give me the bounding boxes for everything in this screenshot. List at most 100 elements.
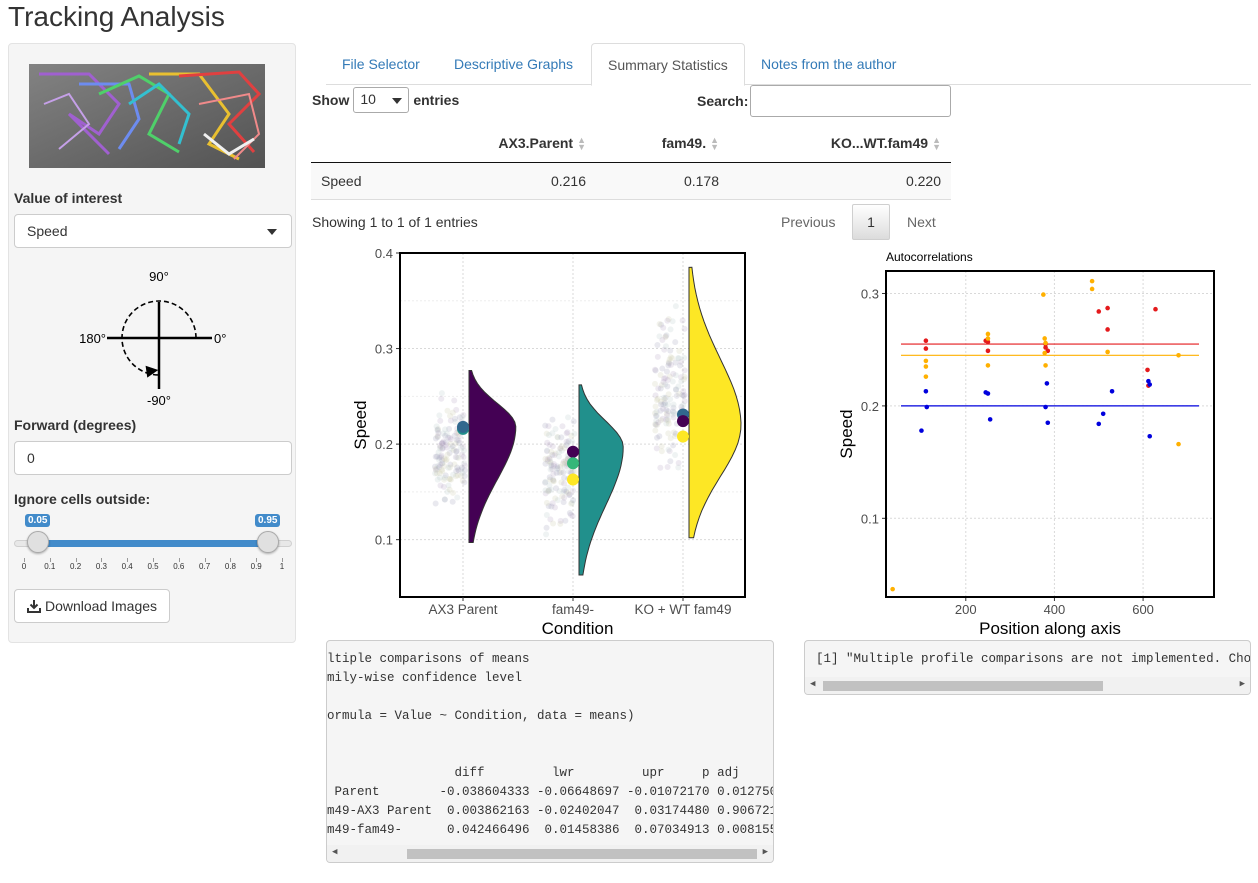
data-point — [666, 448, 673, 455]
data-point — [554, 497, 561, 504]
data-point — [985, 339, 991, 345]
table-header-fam49[interactable]: fam49. ▲ ▼ — [596, 124, 729, 163]
download-icon — [26, 600, 41, 613]
data-point — [670, 414, 677, 421]
data-point — [569, 513, 576, 520]
table-cell: 0.178 — [596, 162, 729, 200]
download-images-button[interactable]: Download Images — [14, 589, 170, 623]
data-point — [653, 445, 660, 452]
tab-descriptive-graphs[interactable]: Descriptive Graphs — [454, 56, 574, 72]
data-point — [542, 490, 549, 497]
comparison-output-right[interactable]: [1] "Multiple profile comparisons are no… — [804, 640, 1251, 695]
slider-min-handle[interactable] — [27, 531, 49, 553]
data-point — [546, 482, 553, 489]
y-tick-label: 0.4 — [375, 246, 393, 261]
data-point — [660, 324, 667, 331]
slider-tick-mark — [24, 558, 25, 562]
data-point — [554, 463, 561, 470]
data-point — [561, 487, 568, 494]
data-point — [455, 466, 462, 473]
data-point — [553, 469, 560, 476]
table-length-select[interactable]: 10 — [353, 87, 410, 113]
y-axis-label: Speed — [351, 400, 370, 449]
table-header-ax3-parent[interactable]: AX3.Parent ▲ ▼ — [461, 124, 596, 163]
slider-tick-mark — [75, 558, 77, 562]
data-point — [924, 404, 930, 410]
chevron-down-icon — [392, 98, 403, 104]
data-point — [676, 348, 683, 355]
data-point — [665, 417, 672, 424]
data-point — [667, 435, 674, 442]
data-point — [561, 460, 568, 467]
tab-file-selector[interactable]: File Selector — [342, 56, 420, 72]
value-of-interest-select[interactable]: Speed — [14, 214, 292, 248]
data-point — [446, 434, 453, 441]
data-point — [1044, 381, 1050, 386]
data-point — [665, 391, 672, 398]
data-point — [439, 440, 446, 447]
data-point — [658, 321, 665, 328]
data-point — [672, 386, 679, 393]
table-header-ko-wt-fam49[interactable]: KO...WT.fam49 ▲ ▼ — [729, 124, 951, 163]
data-point — [549, 443, 556, 450]
data-point — [670, 370, 677, 377]
value-of-interest-selected: Speed — [27, 223, 68, 239]
next-page-button[interactable]: Next — [907, 214, 936, 230]
data-point — [552, 495, 559, 502]
horizontal-scrollbar[interactable]: ◀ ▶ — [327, 845, 773, 862]
autocorrelation-plot: 0.1 0.2 0.3 200 400 600 Autocorrelations Positi… — [837, 250, 1215, 638]
comparison-output-left[interactable]: ltiple comparisons of means mily-wise co… — [326, 640, 774, 863]
data-point — [436, 442, 443, 449]
data-point — [547, 466, 554, 473]
slider-max-handle[interactable] — [257, 531, 279, 553]
data-point — [570, 418, 577, 425]
slider-tick-label: 0.9 — [250, 562, 262, 571]
search-input[interactable] — [750, 85, 951, 117]
data-point — [565, 484, 572, 491]
data-point — [652, 392, 659, 399]
scrollbar-thumb[interactable] — [407, 849, 757, 859]
data-point — [565, 414, 572, 421]
data-point — [551, 461, 558, 468]
data-point — [453, 436, 460, 443]
data-point — [676, 390, 683, 397]
scroll-right-icon[interactable]: ▶ — [762, 847, 768, 857]
data-point — [657, 407, 664, 414]
tab-notes-from-author[interactable]: Notes from the author — [761, 56, 897, 72]
data-point — [460, 454, 467, 461]
data-point — [681, 354, 688, 361]
data-point — [656, 321, 663, 328]
data-point — [652, 410, 659, 417]
data-point — [1043, 363, 1048, 368]
data-point — [443, 444, 450, 451]
data-point — [543, 524, 550, 531]
data-point — [548, 463, 555, 470]
data-point — [458, 472, 465, 479]
horizontal-scrollbar[interactable]: ◀ ▶ — [805, 677, 1250, 694]
tab-summary-statistics[interactable]: Summary Statistics — [591, 43, 745, 86]
data-point — [675, 355, 682, 362]
data-point — [675, 355, 682, 362]
data-point — [681, 392, 688, 399]
data-point — [542, 487, 549, 494]
scrollbar-thumb[interactable] — [823, 681, 1103, 691]
mean-point — [677, 430, 689, 443]
sidebar-panel: Value of interest Speed 90° 180° 0° -90°… — [8, 43, 296, 643]
scroll-left-icon[interactable]: ◀ — [810, 679, 816, 689]
data-point — [447, 440, 454, 447]
page-1-button[interactable]: 1 — [852, 204, 890, 240]
data-point — [445, 434, 452, 441]
scroll-left-icon[interactable]: ◀ — [332, 847, 338, 857]
data-point — [442, 426, 449, 433]
slider-tick-mark — [256, 558, 258, 562]
data-point — [654, 421, 661, 428]
data-point — [1145, 367, 1150, 373]
data-point — [663, 368, 670, 375]
data-point — [660, 405, 667, 412]
forward-degrees-input[interactable]: 0 — [14, 441, 292, 475]
data-point — [557, 517, 564, 524]
data-point — [557, 520, 564, 527]
previous-page-button[interactable]: Previous — [781, 214, 836, 230]
ignore-cells-slider[interactable]: 0.05 0.95 0 0.1 0.2 0.3 0.4 0.5 0.6 0.7 0.8 0.9 1 — [14, 514, 292, 574]
scroll-right-icon[interactable]: ▶ — [1239, 679, 1245, 689]
